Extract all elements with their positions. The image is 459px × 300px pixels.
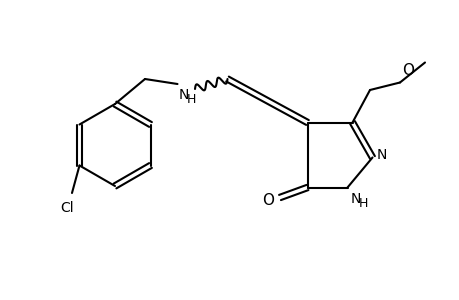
Text: N: N (350, 191, 360, 206)
Text: N: N (178, 88, 189, 102)
Text: O: O (262, 193, 274, 208)
Text: H: H (186, 93, 196, 106)
Text: O: O (401, 62, 413, 77)
Text: H: H (358, 196, 367, 209)
Text: N: N (375, 148, 386, 162)
Text: Cl: Cl (60, 202, 73, 215)
